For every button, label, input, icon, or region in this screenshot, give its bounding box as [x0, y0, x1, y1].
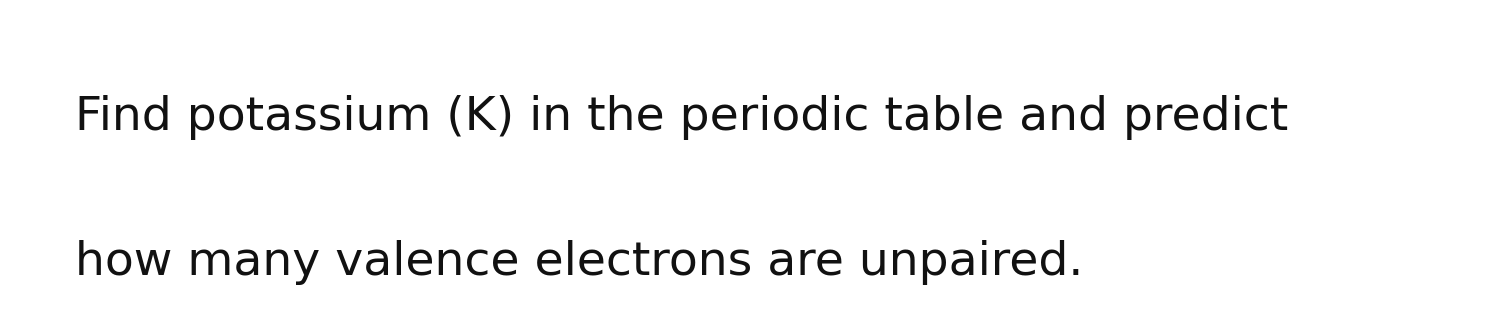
Text: Find potassium (K) in the periodic table and predict: Find potassium (K) in the periodic table…: [75, 95, 1288, 140]
Text: how many valence electrons are unpaired.: how many valence electrons are unpaired.: [75, 240, 1083, 285]
